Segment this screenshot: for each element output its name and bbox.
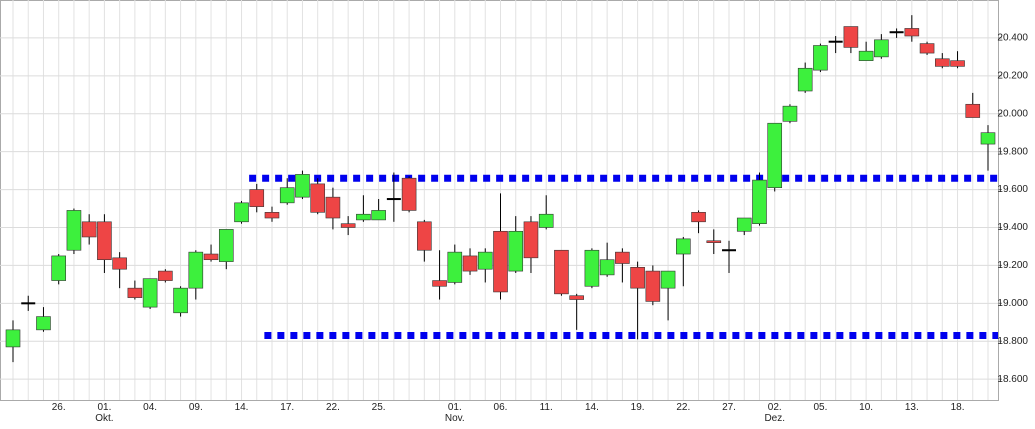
candle-body	[645, 270, 661, 302]
candle-body	[310, 183, 325, 213]
y-tick-label: 18.600	[997, 374, 1028, 385]
x-tick-label: 27.	[722, 402, 736, 413]
candle-body	[950, 60, 965, 67]
x-tick-label: 14.	[584, 402, 599, 413]
y-tick-label: 20.400	[997, 33, 1028, 44]
candle-body	[112, 257, 127, 270]
candle-body	[173, 287, 188, 314]
candle-body	[36, 316, 51, 331]
chart: 18.600 18.800 19.000 19.200 19.400 19.600 19.8…	[0, 0, 1028, 401]
candle-body	[752, 179, 767, 224]
candle-body	[676, 238, 691, 255]
candle-body	[417, 221, 432, 251]
candle-body	[660, 270, 676, 289]
candle-body	[630, 266, 645, 289]
candle-body	[813, 45, 828, 71]
candle-body	[234, 202, 249, 223]
candle-body	[858, 50, 874, 61]
candle-body	[538, 213, 554, 228]
x-tick-label: 05.	[813, 402, 828, 413]
candle-body	[142, 278, 158, 308]
y-tick-label: 19.200	[997, 260, 1028, 271]
candle-body	[356, 213, 371, 221]
y-tick-label: 19.000	[997, 298, 1028, 309]
candle-body	[203, 253, 219, 261]
candle-body	[523, 221, 539, 259]
candle-body	[736, 217, 752, 232]
candle-body	[477, 251, 493, 270]
candle-body	[965, 103, 981, 118]
candle-body	[188, 251, 204, 289]
x-tick-label: 10.	[859, 402, 874, 413]
x-tick-label: 01. Nov.	[444, 402, 465, 424]
y-tick-label: 20.200	[997, 70, 1028, 81]
candle-body	[569, 295, 584, 300]
candle-body	[904, 28, 920, 37]
candle-body	[919, 43, 935, 54]
candle-body	[934, 58, 950, 67]
candle-body	[691, 212, 706, 223]
x-tick-label: 04.	[143, 402, 158, 413]
candle-body	[782, 105, 798, 122]
x-tick-label: 25.	[371, 402, 386, 413]
x-tick-label: 09.	[188, 402, 203, 413]
candle-body	[599, 259, 615, 276]
candle-body	[401, 177, 417, 211]
candle-body	[249, 189, 265, 207]
candle-body	[127, 287, 143, 298]
candle-body	[5, 329, 21, 348]
candle-body	[797, 67, 813, 92]
candle-body	[371, 210, 386, 221]
candle-body	[615, 251, 630, 264]
candle-body	[493, 230, 508, 293]
candle-body	[980, 132, 996, 145]
x-tick-label: 13.	[904, 402, 919, 413]
candle-body	[767, 122, 783, 188]
candle-body	[432, 280, 447, 287]
x-tick-label: 18.	[950, 402, 965, 413]
candle-body	[279, 187, 295, 204]
candle-body	[97, 221, 112, 261]
candle-body	[447, 251, 463, 283]
candle-body	[218, 229, 234, 262]
candle-body	[51, 255, 67, 281]
x-tick-label: 22.	[676, 402, 691, 413]
x-axis: 26. 01. Okt. 04. 09. 14. 17. 22. 25. 01. Nov. 06.…	[0, 402, 1035, 429]
candle-body	[340, 223, 356, 228]
x-tick-label: 14.	[234, 402, 249, 413]
candle-body	[554, 249, 569, 295]
y-tick-label: 18.800	[997, 336, 1028, 347]
x-tick-label: 17.	[280, 402, 295, 413]
candle-body	[66, 210, 82, 251]
y-tick-label: 19.600	[997, 184, 1028, 195]
candle-body	[295, 174, 310, 198]
candle-body	[264, 212, 280, 219]
x-tick-label: 01. Okt.	[95, 402, 114, 424]
candle-body	[508, 230, 524, 272]
candle-body	[843, 26, 859, 48]
x-tick-label: 02. Dez.	[764, 402, 785, 424]
x-tick-label: 19.	[630, 402, 645, 413]
x-tick-label: 06.	[493, 402, 508, 413]
x-tick-label: 11.	[539, 402, 553, 413]
candle-body	[462, 255, 478, 272]
candle-body	[706, 240, 722, 243]
candle-body	[158, 270, 173, 281]
y-tick-label: 19.800	[997, 146, 1028, 157]
x-tick-label: 22.	[325, 402, 340, 413]
candle-body	[325, 196, 341, 219]
candle-body	[584, 249, 600, 287]
x-tick-label: 26.	[51, 402, 66, 413]
y-tick-label: 19.400	[997, 222, 1028, 233]
y-tick-label: 20.000	[997, 108, 1028, 119]
candle-body	[81, 221, 97, 238]
candle-body	[874, 39, 889, 58]
